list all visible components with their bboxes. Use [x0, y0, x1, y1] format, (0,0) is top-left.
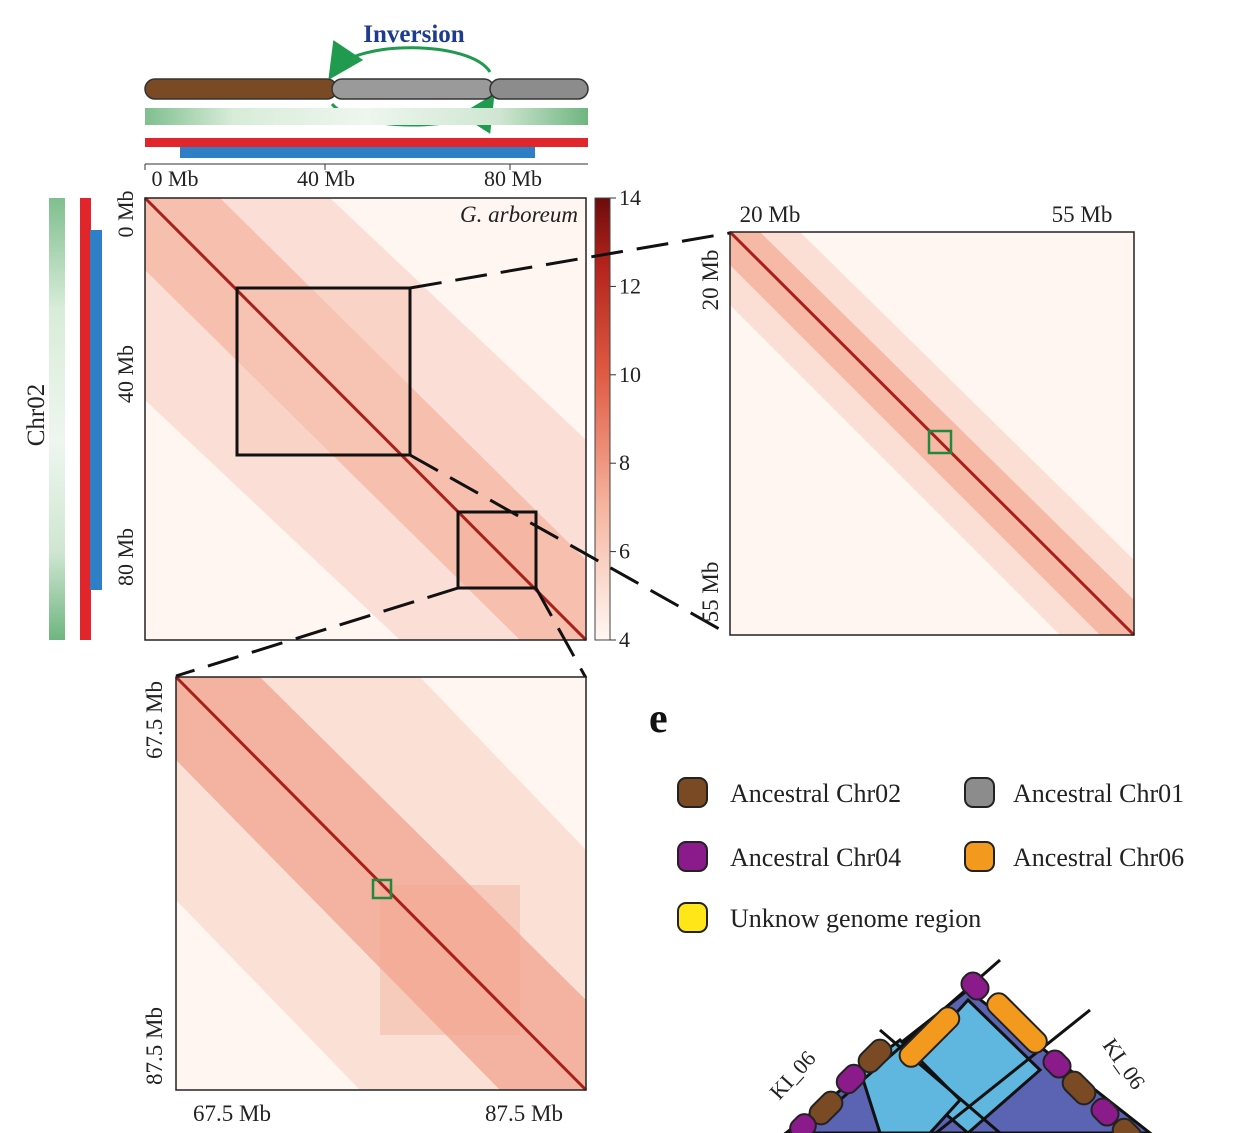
zoom-right-diagonal	[728, 230, 1136, 637]
legend-swatch-chr06	[964, 841, 995, 872]
chromosome-segment-middle	[331, 78, 495, 100]
edge-segment-chr02	[1061, 1070, 1097, 1106]
inversion-axis-label: 0 Mb	[151, 166, 198, 191]
colorbar-gradient	[594, 197, 611, 641]
colorbar-tick-label: 8	[619, 450, 630, 475]
zoom-box-large	[235, 286, 412, 457]
gene-density-track	[145, 108, 588, 125]
main-y-tick-label: 80 Mb	[113, 528, 138, 586]
colorbar-tick-label: 12	[619, 273, 641, 298]
zoom-right-x-tick: 20 Mb	[740, 202, 801, 227]
gene-density-track-vertical	[49, 198, 65, 640]
chromosome-segment-right	[489, 78, 589, 100]
edge-segment-chr04	[835, 1063, 867, 1095]
karyotype-label-left: KI_06	[764, 1046, 820, 1105]
zoom-right-y-tick: 20 Mb	[698, 250, 723, 311]
inversion-axis-label: 40 Mb	[297, 166, 355, 191]
colorbar-tick-label: 6	[619, 539, 630, 564]
legend-label: Ancestral Chr04	[730, 843, 901, 872]
connector-line	[175, 586, 459, 678]
legend-swatch-chr01	[964, 777, 995, 808]
compartment-track-vertical	[80, 198, 102, 640]
connector-line	[409, 231, 731, 290]
edge-segment-chr04	[789, 1113, 817, 1133]
panel-label: e	[649, 696, 668, 742]
zoom-bottom-x-tick: 67.5 Mb	[193, 1101, 271, 1126]
zoom-bottom-y-tick: 87.5 Mb	[142, 1007, 167, 1085]
zoom-right-frame	[729, 231, 1135, 636]
colorbar-tick-label: 14	[619, 185, 641, 210]
chromosome-side-tracks: Chr02	[23, 198, 102, 640]
diamond-grid-line	[935, 1008, 1091, 1133]
connector-line	[409, 453, 731, 637]
legend-label: Ancestral Chr01	[1013, 779, 1184, 808]
zoom-box-small	[456, 510, 538, 590]
main-y-tick-label: 40 Mb	[113, 345, 138, 403]
legend-label: Ancestral Chr06	[1013, 843, 1184, 872]
main-map-frame	[144, 197, 587, 641]
main-map-domain	[237, 288, 410, 455]
edge-segment-chr04	[960, 971, 990, 1001]
edge-segment-chr02	[1111, 1117, 1143, 1133]
zoom-map-bottom: 67.5 Mb 87.5 Mb 67.5 Mb 87.5 Mb	[142, 675, 588, 1126]
inversion-panel: Inversion 0 Mb 40 Mb 80 Mb	[144, 21, 589, 191]
compartment-b-band	[180, 147, 535, 158]
main-hic-map: G. arboreum 0 Mb 40 Mb 80 Mb	[113, 190, 588, 642]
legend-swatch-unknown	[677, 902, 708, 933]
species-label: G. arboreum	[460, 202, 578, 227]
chromosome-segment-left	[144, 78, 338, 100]
legend-swatch-chr04	[677, 841, 708, 872]
compartment-a-band	[145, 138, 588, 147]
edge-segment-chr06	[986, 992, 1048, 1054]
inversion-axis-label: 80 Mb	[484, 166, 542, 191]
edge-segment-chr06	[898, 1006, 961, 1068]
legend-label: Unknow genome region	[730, 904, 981, 933]
zoom-bottom-domain	[380, 885, 520, 1035]
zoom-right-highlight	[927, 429, 953, 455]
compartment-track	[145, 138, 588, 158]
compartment-a-band-vertical	[80, 198, 91, 640]
diamond-inner-block	[858, 1038, 963, 1133]
colorbar-tick-label: 4	[619, 627, 630, 652]
main-map-diagonal	[143, 196, 588, 642]
inversion-arrow-top	[328, 40, 492, 80]
compartment-b-band-vertical	[90, 230, 102, 590]
zoom-right-x-tick: 55 Mb	[1052, 202, 1113, 227]
connector-line	[534, 587, 588, 679]
karyotype-diamond: KI_06 KI_06	[764, 958, 1153, 1133]
karyotype-label-right: KI_06	[1098, 1034, 1151, 1094]
colorbar-ticks: 14 12 10 8 6 4	[610, 185, 641, 652]
zoom-bottom-y-tick: 67.5 Mb	[142, 681, 167, 759]
zoom-map-right: 20 Mb 55 Mb 20 Mb 55 Mb	[698, 202, 1136, 637]
zoom-right-y-tick: 55 Mb	[698, 562, 723, 623]
zoom-bottom-highlight	[371, 878, 393, 900]
main-y-tick-label: 0 Mb	[113, 190, 138, 237]
zoom-bottom-diagonal	[174, 675, 588, 1092]
legend-label: Ancestral Chr02	[730, 779, 901, 808]
zoom-bottom-frame	[175, 676, 587, 1091]
panel-e: e Ancestral Chr02 Ancestral Chr01 Ancest…	[649, 696, 1184, 1133]
zoom-bottom-x-tick: 87.5 Mb	[485, 1101, 563, 1126]
colorbar: 14 12 10 8 6 4	[594, 185, 641, 652]
inversion-title: Inversion	[363, 21, 465, 48]
colorbar-tick-label: 10	[619, 362, 641, 387]
edge-segment-chr04	[1090, 1097, 1120, 1127]
diamond-grid-line	[879, 1028, 1001, 1133]
chromosome-label: Chr02	[23, 384, 50, 447]
legend-swatch-chr02	[677, 777, 708, 808]
